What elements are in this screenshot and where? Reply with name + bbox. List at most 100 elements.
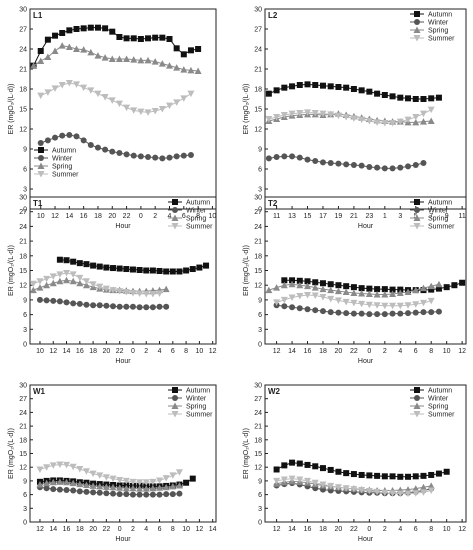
x-tick-label: 4	[168, 213, 172, 220]
legend-label: Summer	[428, 412, 455, 419]
data-point	[304, 156, 311, 163]
square-marker-icon	[172, 199, 178, 205]
series-spring	[265, 280, 443, 298]
x-tick-label: 8	[171, 526, 175, 533]
series-line	[33, 27, 199, 66]
data-point	[29, 280, 37, 288]
y-tick-label: 27	[19, 209, 27, 216]
data-point	[280, 112, 288, 119]
data-point	[108, 55, 116, 62]
data-point	[327, 466, 334, 473]
x-tick-label: 18	[94, 213, 102, 220]
data-point	[312, 279, 319, 286]
data-point	[137, 36, 144, 42]
data-point	[195, 46, 202, 52]
y-axis-title: ER (mgO₂/(L·d))	[243, 84, 250, 135]
x-tick-label: 20	[89, 526, 97, 533]
circle-marker-icon	[414, 207, 420, 213]
data-point	[130, 56, 138, 63]
y-tick-label: 0	[258, 342, 262, 349]
data-point	[412, 309, 419, 316]
legend-label: Winter	[428, 208, 449, 215]
x-tick-label: 14	[63, 348, 71, 355]
data-point	[381, 286, 388, 293]
data-point	[173, 64, 181, 71]
data-point	[145, 35, 152, 42]
data-point	[280, 476, 288, 484]
triangle-up-marker-icon	[413, 402, 421, 409]
x-tick-label: 10	[37, 213, 45, 220]
y-tick-label: 21	[19, 424, 27, 431]
data-point	[304, 477, 312, 485]
data-point	[273, 477, 281, 485]
data-point	[83, 301, 90, 308]
triangle-down-marker-icon	[171, 411, 179, 418]
data-point	[319, 481, 327, 489]
x-axis-title: Hour	[358, 358, 374, 365]
series-summer	[36, 461, 183, 486]
data-point	[44, 137, 51, 144]
data-point	[43, 275, 51, 283]
x-tick-label: 11	[458, 213, 465, 220]
data-point	[366, 164, 373, 170]
x-tick-label: 10	[443, 348, 451, 355]
data-point	[365, 118, 373, 125]
data-point	[296, 82, 303, 88]
square-marker-icon	[414, 11, 420, 17]
data-point	[334, 112, 342, 120]
triangle-up-marker-icon	[37, 162, 45, 169]
data-point	[389, 310, 396, 317]
data-point	[37, 57, 45, 64]
x-tick-label: 9	[445, 213, 449, 220]
x-tick-label: 17	[319, 213, 327, 220]
y-tick-label: 15	[254, 268, 262, 275]
x-tick-label: 10	[36, 348, 44, 355]
data-point	[342, 288, 350, 296]
data-point	[319, 280, 326, 287]
data-point	[358, 310, 365, 317]
series-line	[276, 304, 439, 315]
data-point	[149, 267, 156, 274]
y-tick-label: 9	[258, 478, 262, 485]
x-tick-label: 8	[429, 526, 433, 533]
y-tick-label: 9	[258, 147, 262, 154]
x-tick-label: 6	[414, 348, 418, 355]
data-point	[156, 267, 163, 274]
data-point	[94, 144, 101, 151]
data-point	[43, 485, 50, 492]
data-point	[49, 462, 57, 469]
data-point	[116, 34, 123, 40]
data-point	[327, 309, 334, 316]
data-point	[273, 466, 280, 473]
data-point	[381, 120, 389, 127]
data-point	[435, 470, 442, 477]
y-tick-label: 30	[254, 7, 262, 14]
panel-label: T2	[268, 199, 278, 208]
data-point	[397, 310, 404, 317]
data-point	[63, 276, 71, 284]
data-point	[129, 266, 136, 273]
x-tick-label: 22	[102, 526, 110, 533]
data-point	[144, 56, 152, 64]
data-point	[296, 476, 304, 484]
data-point	[90, 262, 97, 269]
x-tick-label: 10	[195, 348, 203, 355]
x-tick-label: 11	[273, 213, 280, 220]
data-point	[96, 482, 104, 490]
y-tick-label: 18	[19, 87, 27, 94]
data-point	[373, 488, 381, 496]
data-point	[129, 484, 137, 492]
data-point	[404, 490, 412, 498]
data-point	[63, 478, 71, 486]
data-point	[63, 487, 70, 494]
data-point	[180, 66, 188, 73]
data-point	[180, 51, 187, 58]
data-point	[427, 117, 435, 124]
data-point	[203, 262, 210, 269]
x-tick-label: 12	[273, 348, 281, 355]
y-tick-label: 9	[258, 297, 262, 304]
data-point	[288, 294, 296, 301]
y-tick-label: 15	[19, 107, 27, 114]
